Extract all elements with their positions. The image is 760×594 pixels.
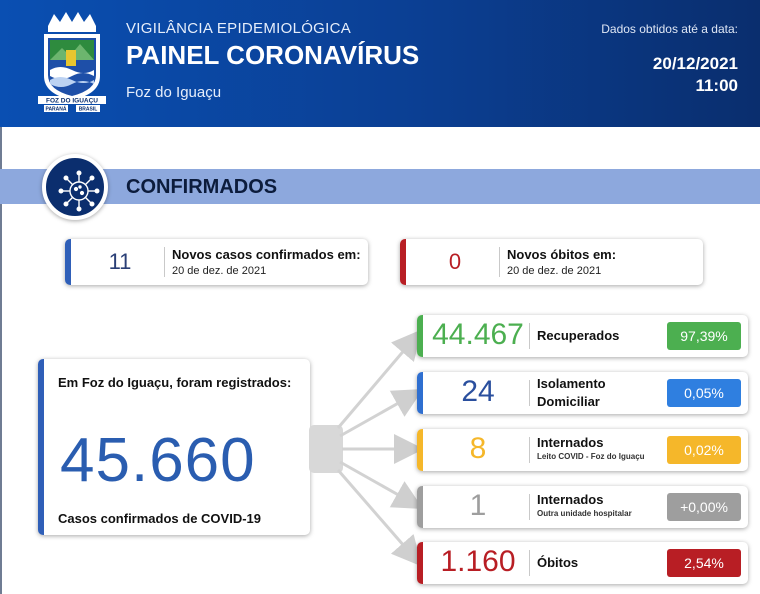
section-title: CONFIRMADOS — [126, 176, 278, 198]
card-accent-bar — [417, 542, 423, 584]
hospitalized-other-sublabel: Outra unidade hospitalar — [537, 509, 632, 518]
city-coat-of-arms-logo: FOZ DO IGUAÇU PARANÁ BRASIL — [36, 10, 108, 114]
new-deaths-date: 20 de dez. de 2021 — [507, 265, 602, 277]
recovered-card: 44.467 Recuperados 97,39% — [417, 315, 748, 357]
card-separator — [529, 380, 530, 406]
card-accent-bar — [417, 315, 423, 357]
header-banner: FOZ DO IGUAÇU PARANÁ BRASIL VIGILÂNCIA E… — [0, 0, 760, 127]
data-date: 20/12/2021 — [652, 54, 738, 73]
hospitalized-other-card: 1 Internados Outra unidade hospitalar +0… — [417, 486, 748, 528]
data-date-label: Dados obtidos até a data: — [601, 22, 738, 36]
page-title: PAINEL CORONAVÍRUS — [126, 40, 420, 70]
header-city: Foz do Iguaçu — [126, 84, 222, 101]
connector-hub — [309, 425, 343, 473]
home-isolation-card: 24 Isolamento Domiciliar 0,05% — [417, 372, 748, 414]
card-separator — [529, 550, 530, 576]
total-caption: Casos confirmados de COVID-19 — [58, 511, 261, 526]
deaths-label: Óbitos — [537, 555, 579, 570]
new-deaths-value: 0 — [448, 249, 462, 274]
arrow-to-recovered — [336, 329, 422, 429]
recovered-value: 44.467 — [432, 318, 524, 351]
new-cases-label: Novos casos confirmados em: — [172, 247, 361, 262]
hospitalized-local-sublabel: Leito COVID - Foz do Iguaçu — [537, 452, 645, 461]
card-accent-bar — [400, 239, 406, 285]
hospitalized-local-label: Internados — [537, 435, 604, 450]
hospitalized-local-card: 8 Internados Leito COVID - Foz do Iguaçu… — [417, 429, 748, 471]
logo-ribbon-right-text: BRASIL — [79, 107, 98, 113]
hospitalized-other-value: 1 — [469, 489, 487, 522]
logo-ribbon-left-text: PARANÁ — [45, 106, 66, 113]
card-separator — [499, 247, 500, 277]
arrow-to-home-isolation — [339, 389, 424, 438]
arrow-to-hospitalized-other — [339, 460, 424, 509]
section-icon-badge — [42, 154, 108, 220]
card-separator — [529, 323, 530, 349]
card-accent-bar — [38, 359, 44, 535]
card-accent-bar — [417, 486, 423, 528]
hospitalized-local-value: 8 — [469, 432, 487, 465]
card-separator — [529, 494, 530, 520]
new-deaths-label: Novos óbitos em: — [507, 247, 617, 262]
total-cases-value: 45.660 — [60, 426, 256, 495]
arrow-to-deaths — [336, 469, 422, 567]
deaths-percent-badge: 2,54% — [667, 549, 741, 577]
new-cases-date: 20 de dez. de 2021 — [172, 265, 267, 277]
total-cases-card: Em Foz do Iguaçu, foram registrados: 45.… — [38, 359, 310, 535]
new-cases-card: 11 Novos casos confirmados em: 20 de dez… — [65, 239, 368, 285]
deaths-value: 1.160 — [440, 545, 516, 578]
card-accent-bar — [417, 372, 423, 414]
new-cases-value: 11 — [108, 249, 132, 274]
data-time: 11:00 — [695, 76, 738, 95]
hospitalized-other-percent-badge: +0,00% — [667, 493, 741, 521]
header-subtitle: VIGILÂNCIA EPIDEMIOLÓGICA — [126, 20, 352, 37]
hospitalized-other-label: Internados — [537, 492, 604, 507]
new-deaths-card: 0 Novos óbitos em: 20 de dez. de 2021 — [400, 239, 703, 285]
recovered-label: Recuperados — [537, 328, 620, 343]
home-isolation-percent-badge: 0,05% — [667, 379, 741, 407]
section-band — [0, 169, 760, 204]
virus-icon — [58, 170, 100, 212]
hospitalized-local-percent-badge: 0,02% — [667, 436, 741, 464]
home-isolation-label: Isolamento Domiciliar — [537, 376, 606, 409]
deaths-card: 1.160 Óbitos 2,54% — [417, 542, 748, 584]
card-separator — [164, 247, 165, 277]
card-accent-bar — [65, 239, 71, 285]
total-intro-text: Em Foz do Iguaçu, foram registrados: — [58, 375, 292, 390]
logo-ribbon-text: FOZ DO IGUAÇU — [46, 98, 98, 105]
card-accent-bar — [417, 429, 423, 471]
home-isolation-value: 24 — [461, 375, 495, 408]
left-divider — [0, 127, 2, 594]
recovered-percent-badge: 97,39% — [667, 322, 741, 350]
card-separator — [529, 437, 530, 463]
